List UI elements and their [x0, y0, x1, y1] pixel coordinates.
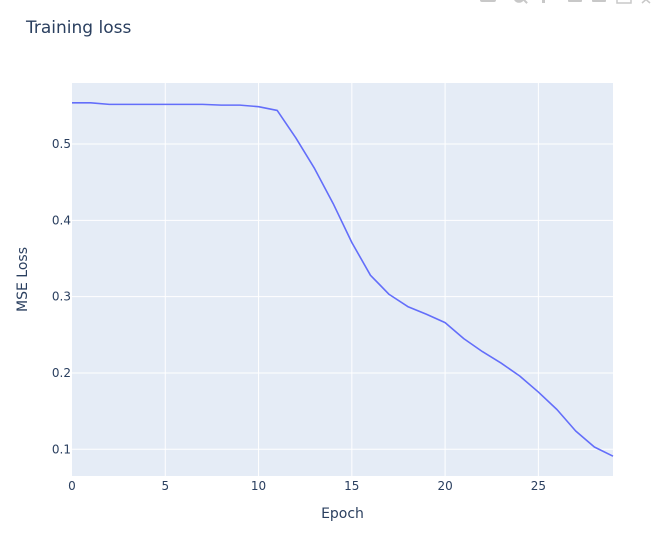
data-point[interactable] [293, 135, 299, 141]
data-point[interactable] [274, 107, 280, 113]
y-tick-label: 0.1 [52, 442, 71, 456]
series-layer [69, 100, 616, 459]
data-point[interactable] [106, 101, 112, 107]
data-point[interactable] [144, 101, 150, 107]
data-point[interactable] [200, 101, 206, 107]
x-tick-label: 10 [251, 479, 266, 493]
data-point[interactable] [330, 201, 336, 207]
x-tick-label: 15 [344, 479, 359, 493]
x-tick-label: 5 [161, 479, 169, 493]
data-point[interactable] [591, 444, 597, 450]
plot-area [72, 83, 613, 476]
data-point[interactable] [479, 349, 485, 355]
y-tick-label: 0.4 [52, 213, 71, 227]
y-tick-label: 0.2 [52, 366, 71, 380]
data-point[interactable] [498, 360, 504, 366]
data-point[interactable] [218, 102, 224, 108]
chart-title: Training loss [25, 18, 131, 38]
data-point[interactable] [535, 389, 541, 395]
autoscale-icon[interactable] [616, 0, 632, 4]
zoom-in-icon[interactable] [568, 0, 582, 2]
data-point[interactable] [386, 291, 392, 297]
data-point[interactable] [423, 311, 429, 317]
data-point[interactable] [162, 101, 168, 107]
x-tick-label: 0 [68, 479, 76, 493]
data-point[interactable] [367, 272, 373, 278]
data-point[interactable] [125, 101, 131, 107]
y-tick-label: 0.5 [52, 137, 71, 151]
data-point[interactable] [405, 304, 411, 310]
data-point[interactable] [237, 102, 243, 108]
reset-axes-icon[interactable] [641, 0, 651, 4]
data-point[interactable] [69, 100, 75, 106]
data-point[interactable] [256, 104, 262, 110]
zoom-icon[interactable] [514, 0, 528, 4]
x-tick-label: 25 [531, 479, 546, 493]
data-point[interactable] [312, 165, 318, 171]
pan-icon[interactable] [542, 0, 545, 3]
zoom-out-icon[interactable] [592, 0, 606, 2]
modebar [480, 0, 651, 4]
y-axis-label: MSE Loss [15, 247, 31, 312]
y-tick-labels: 0.1 0.2 0.3 0.4 0.5 [52, 137, 71, 456]
x-tick-labels: 0 5 10 15 20 25 [68, 479, 546, 493]
data-point[interactable] [442, 320, 448, 326]
y-tick-label: 0.3 [52, 290, 71, 304]
x-tick-label: 20 [437, 479, 452, 493]
data-point[interactable] [573, 428, 579, 434]
camera-icon[interactable] [480, 0, 496, 2]
data-point[interactable] [610, 453, 616, 459]
y-gridlines [72, 143, 613, 450]
data-point[interactable] [461, 336, 467, 342]
data-point[interactable] [349, 239, 355, 245]
x-axis-label: Epoch [321, 506, 364, 522]
data-point[interactable] [554, 407, 560, 413]
data-point[interactable] [517, 373, 523, 379]
series-line-loss [72, 102, 614, 457]
data-point[interactable] [88, 100, 94, 106]
data-point[interactable] [181, 101, 187, 107]
x-gridlines [164, 83, 539, 476]
